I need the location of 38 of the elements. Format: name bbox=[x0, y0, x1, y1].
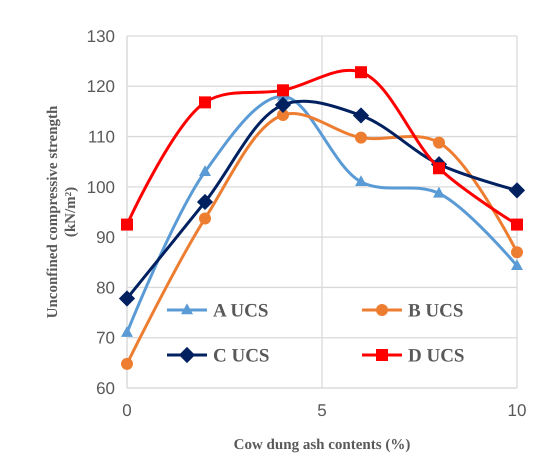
y-tick-label: 120 bbox=[86, 77, 115, 96]
point bbox=[121, 326, 133, 337]
legend-label: C UCS bbox=[213, 346, 270, 367]
x-axis-title: Cow dung ash contents (%) bbox=[234, 437, 410, 453]
point bbox=[277, 84, 289, 96]
y-tick-label: 90 bbox=[96, 228, 115, 248]
point bbox=[199, 212, 211, 225]
point bbox=[433, 186, 445, 198]
y-tick-label: 70 bbox=[96, 328, 115, 348]
point bbox=[511, 218, 523, 231]
legend-label: A UCS bbox=[213, 300, 268, 322]
point bbox=[199, 96, 211, 108]
y-tick-label: 110 bbox=[88, 128, 115, 147]
point bbox=[355, 132, 367, 144]
y-axis-title: Unconfined compressive strength (kN/m²) bbox=[45, 104, 79, 318]
point bbox=[199, 165, 211, 176]
point bbox=[433, 162, 445, 174]
point bbox=[433, 136, 445, 149]
x-tick-label: 10 bbox=[508, 401, 526, 420]
point bbox=[118, 290, 136, 307]
point bbox=[511, 259, 523, 270]
point bbox=[121, 358, 133, 370]
point bbox=[352, 107, 370, 124]
legend-label: D UCS bbox=[408, 346, 464, 367]
y-tick-label: 80 bbox=[96, 278, 115, 298]
point bbox=[355, 175, 367, 186]
point bbox=[274, 96, 292, 113]
legend-label: B UCS bbox=[408, 300, 464, 322]
x-tick-label: 0 bbox=[122, 401, 132, 420]
x-tick-label: 5 bbox=[317, 401, 327, 420]
y-tick-label: 100 bbox=[86, 178, 115, 197]
y-tick-label: 130 bbox=[86, 26, 115, 46]
point bbox=[511, 246, 523, 258]
point bbox=[355, 66, 367, 78]
point bbox=[508, 182, 526, 198]
point bbox=[121, 218, 133, 231]
y-tick-label: 60 bbox=[96, 378, 115, 398]
point bbox=[196, 194, 214, 210]
